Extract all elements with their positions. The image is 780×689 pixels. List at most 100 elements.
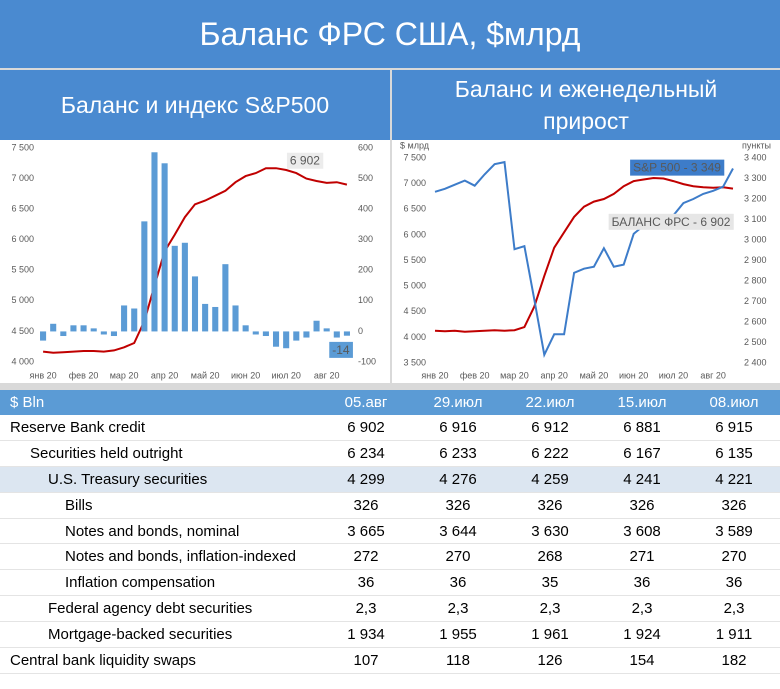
bar [90, 328, 97, 332]
bar [131, 308, 138, 332]
x-tick-label: апр 20 [540, 370, 567, 380]
bar [272, 331, 280, 347]
bar [141, 221, 148, 332]
value-cell: 107 [320, 647, 412, 674]
tick-label: 7 000 [403, 178, 426, 188]
bar [181, 242, 188, 332]
tick-label: 6 000 [403, 229, 426, 239]
table-row: Notes and bonds, nominal 3 665 3 644 3 630 3… [0, 518, 780, 545]
header-cell: 15.июл [596, 390, 688, 415]
tick-label: 200 [358, 265, 373, 275]
annotation-box [608, 213, 734, 230]
tick-label: 7 500 [403, 152, 426, 162]
value-cell: 3 665 [320, 518, 412, 545]
value-cell: 3 608 [596, 518, 688, 545]
annotation: 6 902 [290, 154, 320, 168]
x-tick-label: апр 20 [151, 370, 178, 380]
value-cell: 3 589 [688, 518, 780, 545]
value-cell: 6 912 [504, 415, 596, 441]
value-cell: 6 915 [688, 415, 780, 441]
value-cell: 118 [412, 647, 504, 674]
tick-label: 2 500 [744, 337, 767, 347]
value-cell: 2,3 [320, 595, 412, 623]
y-axis-title: $ млрд [400, 140, 430, 150]
tick-label: 2 400 [744, 357, 767, 367]
annotation-box [329, 341, 353, 358]
value-cell: 2,3 [412, 595, 504, 623]
y2-axis-title: пункты [742, 140, 771, 150]
data-table: $ Bln 05.авг 29.июл 22.июл 15.июл 08.июл Reser… [0, 390, 780, 689]
panel-title: Баланс и индекс S&P500 [0, 70, 390, 140]
row-label: Mortgage-backed securities [0, 621, 320, 649]
bar [50, 323, 57, 332]
header-cell: 05.авг [320, 390, 412, 415]
tick-label: 5 500 [403, 255, 426, 265]
x-tick-label: май 20 [191, 370, 220, 380]
chart: 3 500 4 000 4 500 5 000 5 500 6 000 6 500 7 000… [392, 140, 780, 383]
value-cell: 4 299 [320, 466, 412, 493]
row-label: U.S. Treasury securities [0, 466, 320, 493]
tick-label: 5 500 [11, 265, 34, 275]
value-cell: 36 [412, 569, 504, 597]
header-cell: 08.июл [688, 390, 780, 415]
value-cell: 6 902 [320, 415, 412, 441]
value-cell: 2,3 [688, 595, 780, 623]
table-row: Inflation compensation 36 36 35 36 36 [0, 569, 780, 597]
tick-label: 7 000 [11, 173, 34, 183]
x-tick-label: янв 20 [421, 370, 448, 380]
bar [293, 331, 300, 341]
tick-label: 400 [358, 204, 373, 214]
bar [151, 152, 158, 332]
row-label: Notes and bonds, inflation-indexed [0, 543, 320, 571]
tick-label: 300 [358, 234, 373, 244]
value-cell: 1 934 [320, 621, 412, 649]
bar [100, 331, 107, 335]
bar [323, 328, 330, 332]
value-cell: 6 916 [412, 415, 504, 441]
table: $ Bln 05.авг 29.июл 22.июл 15.июл 08.июл Reser… [0, 390, 780, 674]
line [42, 167, 348, 354]
tick-label: 600 [358, 142, 373, 152]
header-cell: $ Bln [0, 390, 320, 415]
tick-label: 2 800 [744, 275, 767, 285]
row-label: Reserve Bank credit [0, 415, 320, 441]
x-tick-label: мар 20 [110, 370, 139, 380]
tick-label: 6 500 [11, 204, 34, 214]
value-cell: 6 881 [596, 415, 688, 441]
tick-label: 3 000 [744, 234, 767, 244]
value-cell: 272 [320, 543, 412, 571]
value-cell: 3 644 [412, 518, 504, 545]
bar [343, 331, 350, 336]
panel-title: Баланс и еженедельный прирост [392, 70, 780, 140]
x-tick-label: июл 20 [271, 370, 300, 380]
value-cell: 270 [688, 543, 780, 571]
value-cell: 36 [688, 569, 780, 597]
value-cell: 154 [596, 647, 688, 674]
bar [212, 306, 219, 332]
annotation: БАЛАНС ФРС - 6 902 [612, 215, 731, 229]
tick-label: 2 600 [744, 316, 767, 326]
line [434, 160, 734, 359]
value-cell: 2,3 [504, 595, 596, 623]
x-tick-label: май 20 [580, 370, 609, 380]
value-cell: 36 [596, 569, 688, 597]
annotation: -14 [332, 343, 350, 357]
tick-label: 4 500 [403, 306, 426, 316]
tick-label: 3 400 [744, 152, 767, 162]
tick-label: 3 500 [403, 357, 426, 367]
bar [303, 331, 310, 338]
value-cell: 326 [504, 492, 596, 519]
bar [121, 305, 128, 332]
bar [110, 331, 118, 337]
chart: 4 000 4 500 5 000 5 500 6 000 6 500 7 000 7 500… [0, 140, 390, 383]
tick-label: 7 500 [11, 142, 34, 152]
tick-label: 500 [358, 173, 373, 183]
value-cell: 268 [504, 543, 596, 571]
value-cell: 6 167 [596, 440, 688, 467]
table-row: Reserve Bank credit 6 902 6 916 6 912 6 881 6… [0, 415, 780, 441]
bar [171, 245, 178, 332]
x-tick-label: авг 20 [700, 370, 726, 380]
row-label: Federal agency debt securities [0, 595, 320, 623]
page-title: Баланс ФРС США, $млрд [0, 0, 780, 68]
